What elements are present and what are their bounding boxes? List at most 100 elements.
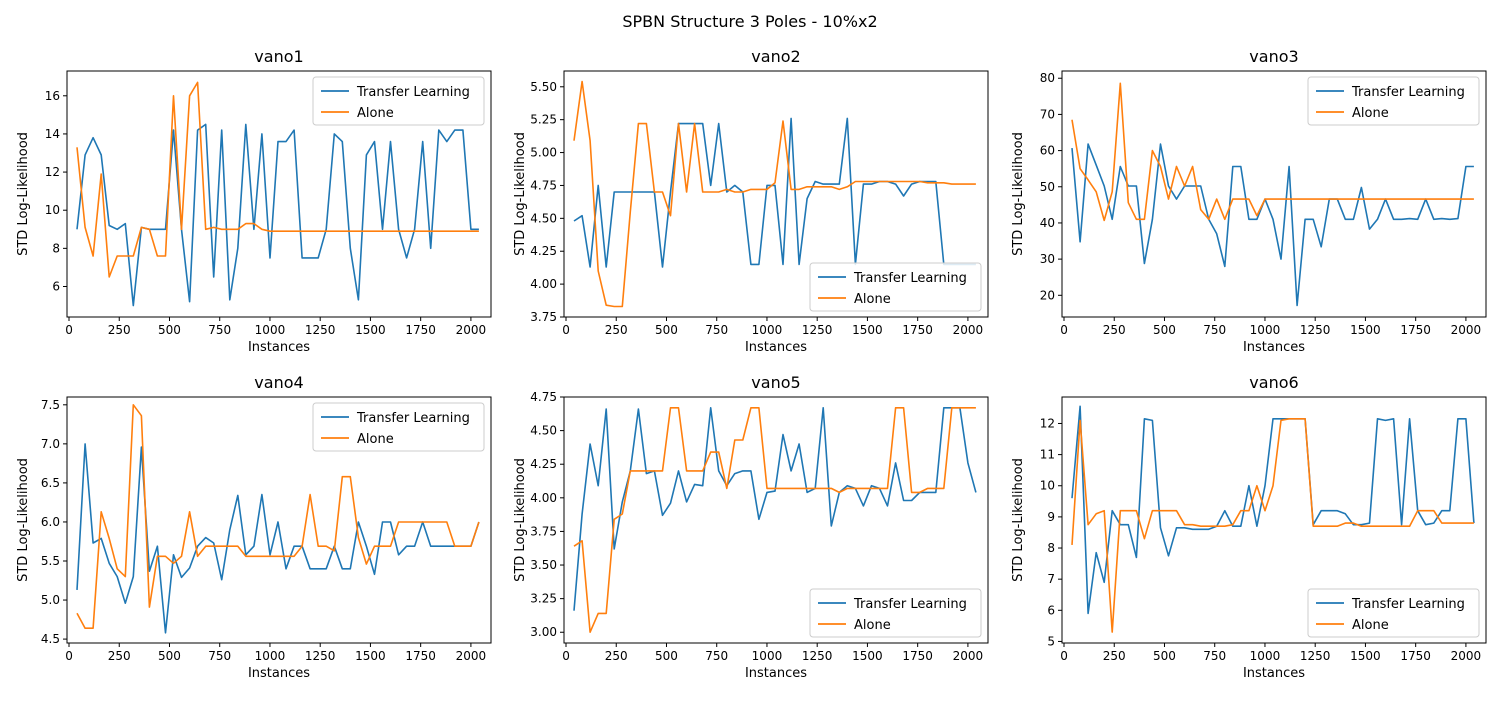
series-line-alone	[573, 80, 976, 308]
legend-box	[1307, 588, 1480, 638]
x-tick-label: 750	[208, 649, 231, 663]
y-tick-label: 4.50	[530, 211, 557, 225]
x-tick-label: 1750	[1400, 323, 1431, 337]
legend-label: Transfer Learning	[356, 411, 470, 426]
x-tick-label: 1750	[405, 323, 436, 337]
y-tick-label: 3.25	[530, 592, 557, 606]
legend-box	[312, 76, 485, 126]
x-tick-label: 1000	[1250, 323, 1281, 337]
x-tick-label: 1250	[1300, 649, 1331, 663]
y-tick-label: 50	[1040, 180, 1055, 194]
x-axis-label: Instances	[745, 340, 807, 355]
x-tick-label: 250	[605, 649, 628, 663]
x-tick-label: 1250	[802, 323, 833, 337]
y-tick-label: 20	[1040, 288, 1055, 302]
x-tick-label: 500	[655, 649, 678, 663]
x-tick-label: 0	[562, 323, 570, 337]
subplot-vano4: vano4 0 250 500 750 1000 1250 1500 1750 2000 4.5 5.…	[16, 373, 492, 681]
x-axis-label: Instances	[248, 340, 310, 355]
y-axis-label: STD Log-Likelihood	[513, 458, 528, 582]
plot-frame	[1061, 70, 1487, 318]
x-tick-label: 2000	[953, 323, 984, 337]
y-tick-label: 4.25	[530, 244, 557, 258]
legend-label: Transfer Learning	[1351, 85, 1465, 100]
y-tick-label: 5.50	[530, 80, 557, 94]
series-line-transfer-learning	[76, 123, 479, 307]
x-tick-label: 2000	[456, 323, 487, 337]
plot-frame	[66, 396, 492, 644]
y-tick-label: 4.75	[530, 390, 557, 404]
y-tick-label: 9	[1047, 510, 1055, 524]
x-tick-label: 750	[705, 323, 728, 337]
subplot-title: vano2	[751, 47, 800, 66]
legend: Transfer Learning Alone	[1307, 76, 1480, 126]
y-axis-label: STD Log-Likelihood	[513, 132, 528, 256]
subplot-vano1: vano1 0 250 500 750 1000 1250 1500 1750 2000 6 8 10 1…	[16, 47, 492, 355]
y-axis-label: STD Log-Likelihood	[16, 458, 31, 582]
plot-frame	[563, 396, 989, 644]
y-tick-label: 30	[1040, 252, 1055, 266]
legend-label: Transfer Learning	[1351, 597, 1465, 612]
y-tick-label: 3.75	[530, 524, 557, 538]
legend-box	[1307, 76, 1480, 126]
y-tick-label: 11	[1040, 448, 1055, 462]
x-tick-label: 0	[65, 649, 73, 663]
y-tick-label: 10	[45, 203, 60, 217]
x-tick-label: 2000	[1451, 649, 1482, 663]
x-tick-label: 250	[1103, 323, 1126, 337]
plot-frame	[1061, 396, 1487, 644]
legend-label: Alone	[357, 106, 394, 121]
legend-box	[312, 402, 485, 452]
y-tick-label: 7.5	[41, 398, 60, 412]
x-tick-label: 1500	[1350, 649, 1381, 663]
y-axis-label: STD Log-Likelihood	[1011, 458, 1026, 582]
subplot-title: vano1	[254, 47, 303, 66]
x-tick-label: 1500	[852, 649, 883, 663]
subplot-title: vano4	[254, 373, 303, 392]
x-tick-label: 1750	[405, 649, 436, 663]
x-tick-label: 500	[655, 323, 678, 337]
series-line-alone	[76, 403, 480, 630]
y-tick-label: 7	[1047, 572, 1055, 586]
x-tick-label: 1000	[1250, 649, 1281, 663]
y-tick-label: 3.50	[530, 558, 557, 572]
y-tick-label: 4.25	[530, 457, 557, 471]
y-tick-label: 5	[1047, 634, 1055, 648]
series-line-transfer-learning	[76, 443, 480, 634]
x-tick-label: 1250	[305, 323, 336, 337]
legend-label: Alone	[854, 292, 891, 307]
x-axis-label: Instances	[1243, 340, 1305, 355]
plot-frame	[66, 70, 492, 318]
legend-box	[809, 262, 982, 312]
y-tick-label: 4.50	[530, 424, 557, 438]
x-tick-label: 1250	[1300, 323, 1331, 337]
x-tick-label: 1000	[255, 323, 286, 337]
x-tick-label: 0	[1060, 323, 1068, 337]
subplot-vano3: vano3 0 250 500 750 1000 1250 1500 1750 2000 20 30 4…	[1011, 47, 1487, 355]
plot-frame	[563, 70, 989, 318]
y-tick-label: 16	[45, 89, 60, 103]
y-tick-label: 80	[1040, 71, 1055, 85]
y-tick-label: 5.25	[530, 113, 557, 127]
y-tick-label: 5.5	[41, 554, 60, 568]
figure-title: SPBN Structure 3 Poles - 10%x2	[622, 12, 878, 31]
x-tick-label: 0	[1060, 649, 1068, 663]
x-tick-label: 500	[1153, 323, 1176, 337]
x-tick-label: 1250	[305, 649, 336, 663]
x-tick-label: 250	[605, 323, 628, 337]
subplot-title: vano3	[1249, 47, 1298, 66]
series-line-transfer-learning	[1071, 143, 1474, 307]
x-tick-label: 1000	[752, 649, 783, 663]
legend: Transfer Learning Alone	[809, 588, 982, 638]
legend-label: Alone	[1352, 618, 1389, 633]
y-tick-label: 10	[1040, 479, 1055, 493]
subplot-vano2: vano2 0 250 500 750 1000 1250 1500 1750 2000 3.75 4…	[513, 47, 989, 355]
y-axis-label: STD Log-Likelihood	[1011, 132, 1026, 256]
series-line-alone	[1071, 82, 1474, 222]
y-tick-label: 3.00	[530, 625, 557, 639]
y-tick-label: 8	[1047, 541, 1055, 555]
legend-label: Alone	[357, 432, 394, 447]
series-line-alone	[573, 406, 976, 634]
x-tick-label: 1750	[902, 323, 933, 337]
x-tick-label: 2000	[1451, 323, 1482, 337]
